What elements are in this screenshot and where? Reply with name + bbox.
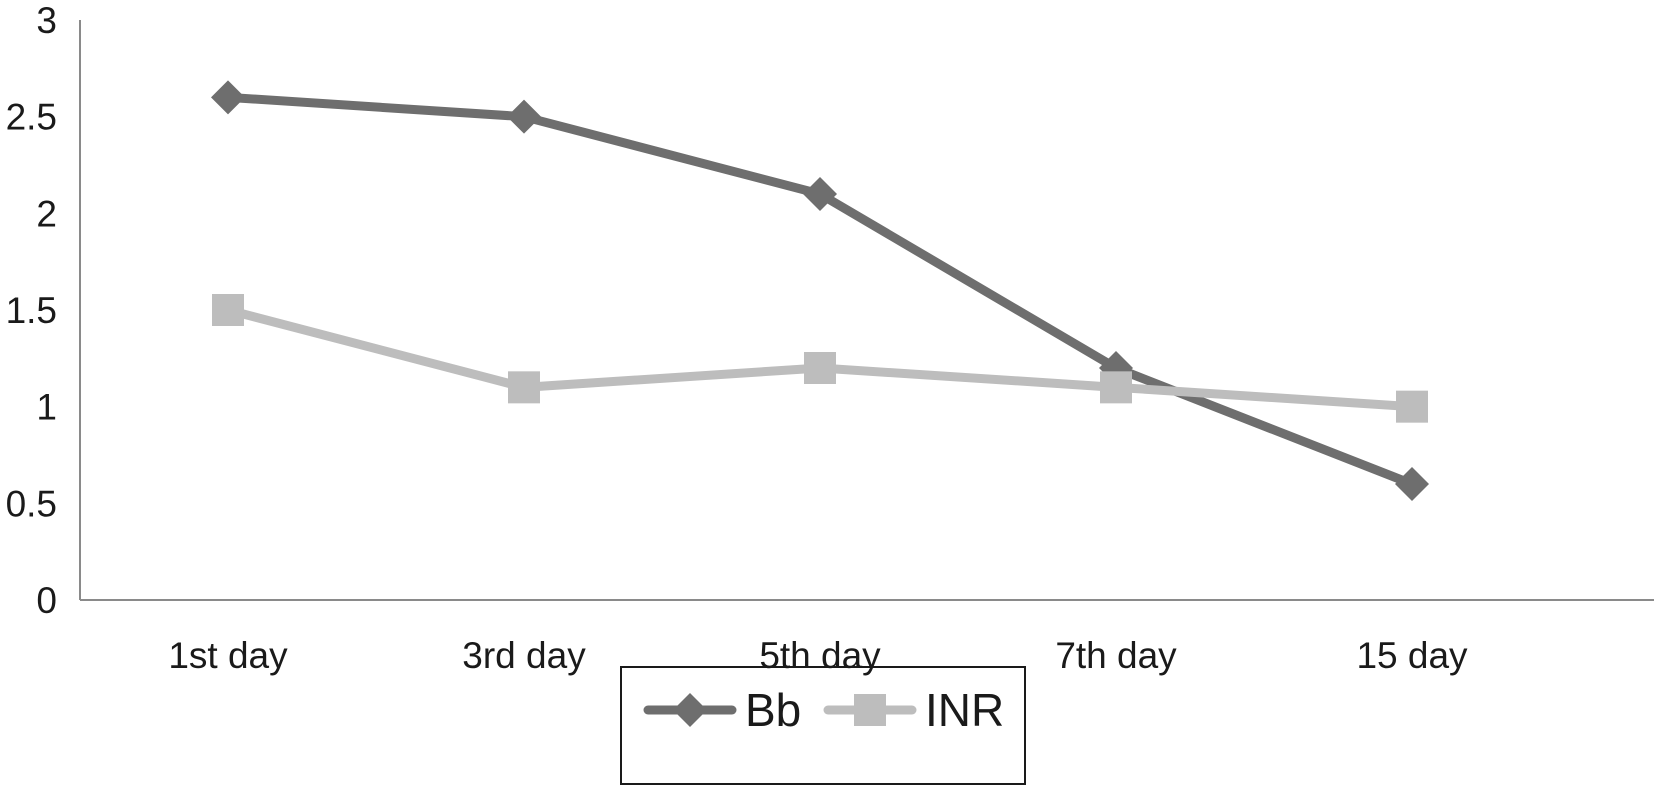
legend-item-bb: Bb — [643, 684, 801, 736]
series-bb — [211, 80, 1429, 501]
legend: Bb INR — [620, 666, 1026, 785]
data-point-inr — [508, 371, 540, 404]
x-tick-label: 15 day — [1356, 635, 1468, 676]
legend-label: Bb — [745, 684, 801, 736]
y-tick-label: 0 — [36, 580, 57, 621]
data-point-bb — [1395, 467, 1429, 501]
data-point-inr — [212, 294, 244, 326]
series-inr — [212, 294, 1428, 423]
x-axis-ticks: 1st day 3rd day 5th day 7th day 15 day — [168, 635, 1468, 676]
x-tick-label: 5th day — [759, 635, 881, 676]
y-tick-label: 1 — [36, 387, 57, 428]
legend-box — [620, 666, 1026, 785]
y-axis-ticks: 0 0.5 1 1.5 2 2.5 3 — [6, 0, 57, 621]
data-point-bb — [211, 80, 245, 115]
data-point-inr — [1100, 371, 1132, 404]
legend-swatch-marker — [854, 694, 886, 726]
y-tick-label: 3 — [36, 0, 57, 41]
data-point-inr — [804, 352, 836, 384]
y-tick-label: 2 — [36, 193, 57, 234]
legend-swatch-marker — [673, 693, 707, 727]
data-point-bb — [507, 99, 541, 134]
legend-label: INR — [925, 684, 1004, 736]
y-tick-label: 1.5 — [6, 290, 57, 331]
axes — [79, 20, 1654, 601]
series-layer — [211, 80, 1429, 501]
y-tick-label: 2.5 — [6, 97, 57, 138]
y-tick-label: 0.5 — [6, 483, 57, 524]
x-tick-label: 1st day — [168, 635, 288, 676]
x-tick-label: 3rd day — [462, 635, 586, 676]
series-line-bb — [223, 92, 1417, 489]
data-point-inr — [1396, 390, 1428, 423]
data-point-bb — [803, 177, 837, 211]
x-tick-label: 7th day — [1055, 635, 1177, 676]
legend-item-inr: INR — [823, 684, 1004, 736]
